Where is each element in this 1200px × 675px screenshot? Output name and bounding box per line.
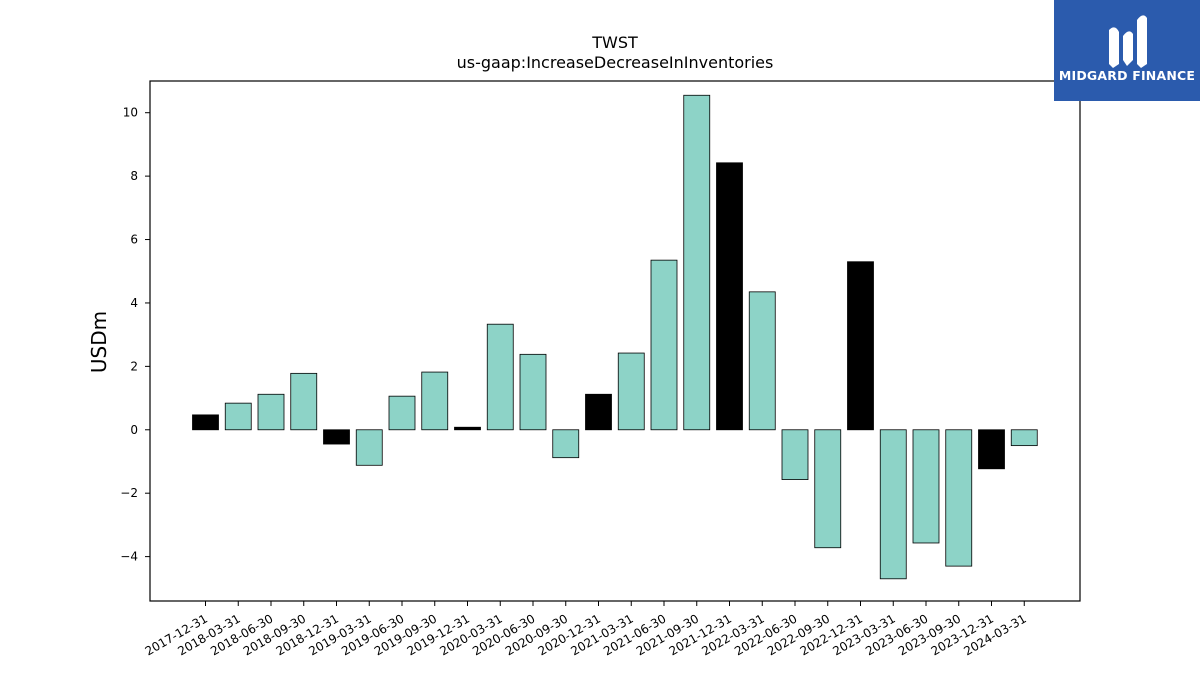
y-axis-ticks: −4 −2 0 2 4 6 8 10 [120, 106, 150, 564]
bar-2022-12-31 [847, 261, 874, 431]
bar-2019-06-30 [388, 395, 416, 431]
y-tick-label: 6 [130, 233, 138, 247]
brand-name: MIDGARD FINANCE [1058, 68, 1196, 83]
bar-2019-09-30 [421, 371, 449, 431]
bar-2021-06-30 [650, 259, 678, 431]
bar-2023-09-30 [945, 429, 973, 567]
y-tick-label: −4 [120, 550, 138, 564]
y-tick-label: 8 [130, 169, 138, 183]
bar-2022-03-31 [748, 291, 776, 431]
bar-2024-03-31 [1010, 429, 1038, 447]
bar-2022-09-30 [814, 429, 842, 549]
bar-2020-03-31 [486, 323, 514, 431]
bar-2021-03-31 [617, 352, 645, 431]
bar-2018-06-30 [257, 393, 285, 431]
bar-2018-03-31 [224, 402, 252, 431]
y-tick-label: 10 [123, 106, 138, 120]
y-tick-label: 4 [130, 296, 138, 310]
x-axis-ticks: 2017-12-312018-03-312018-06-302018-09-30… [143, 601, 1029, 658]
bar-2022-06-30 [781, 429, 809, 480]
bar-2021-09-30 [683, 94, 711, 431]
brand-logo: MIDGARD FINANCE [1054, 0, 1200, 101]
chart-title: TWST [591, 33, 638, 52]
plot-frame [149, 80, 1081, 602]
bar-2018-12-31 [323, 429, 350, 445]
bar-2020-09-30 [552, 429, 580, 459]
bar-2023-12-31 [978, 429, 1005, 470]
y-tick-label: 2 [130, 359, 138, 373]
y-tick-label: 0 [130, 423, 138, 437]
bar-2023-06-30 [912, 429, 940, 544]
bar-2021-12-31 [716, 162, 743, 431]
bar-group [192, 94, 1038, 580]
bar-2023-03-31 [879, 429, 907, 580]
bar-2020-12-31 [585, 393, 612, 431]
y-tick-label: −2 [120, 486, 138, 500]
chart-subtitle: us-gaap:IncreaseDecreaseInInventories [457, 53, 774, 72]
bar-2019-03-31 [355, 429, 383, 466]
bar-2019-12-31 [454, 426, 481, 431]
bar-2020-06-30 [519, 353, 547, 431]
y-axis-label: USDm [87, 311, 111, 373]
bar-2018-09-30 [290, 372, 318, 431]
midgard-logo-icon [1109, 15, 1147, 68]
bar-2017-12-31 [192, 414, 219, 431]
